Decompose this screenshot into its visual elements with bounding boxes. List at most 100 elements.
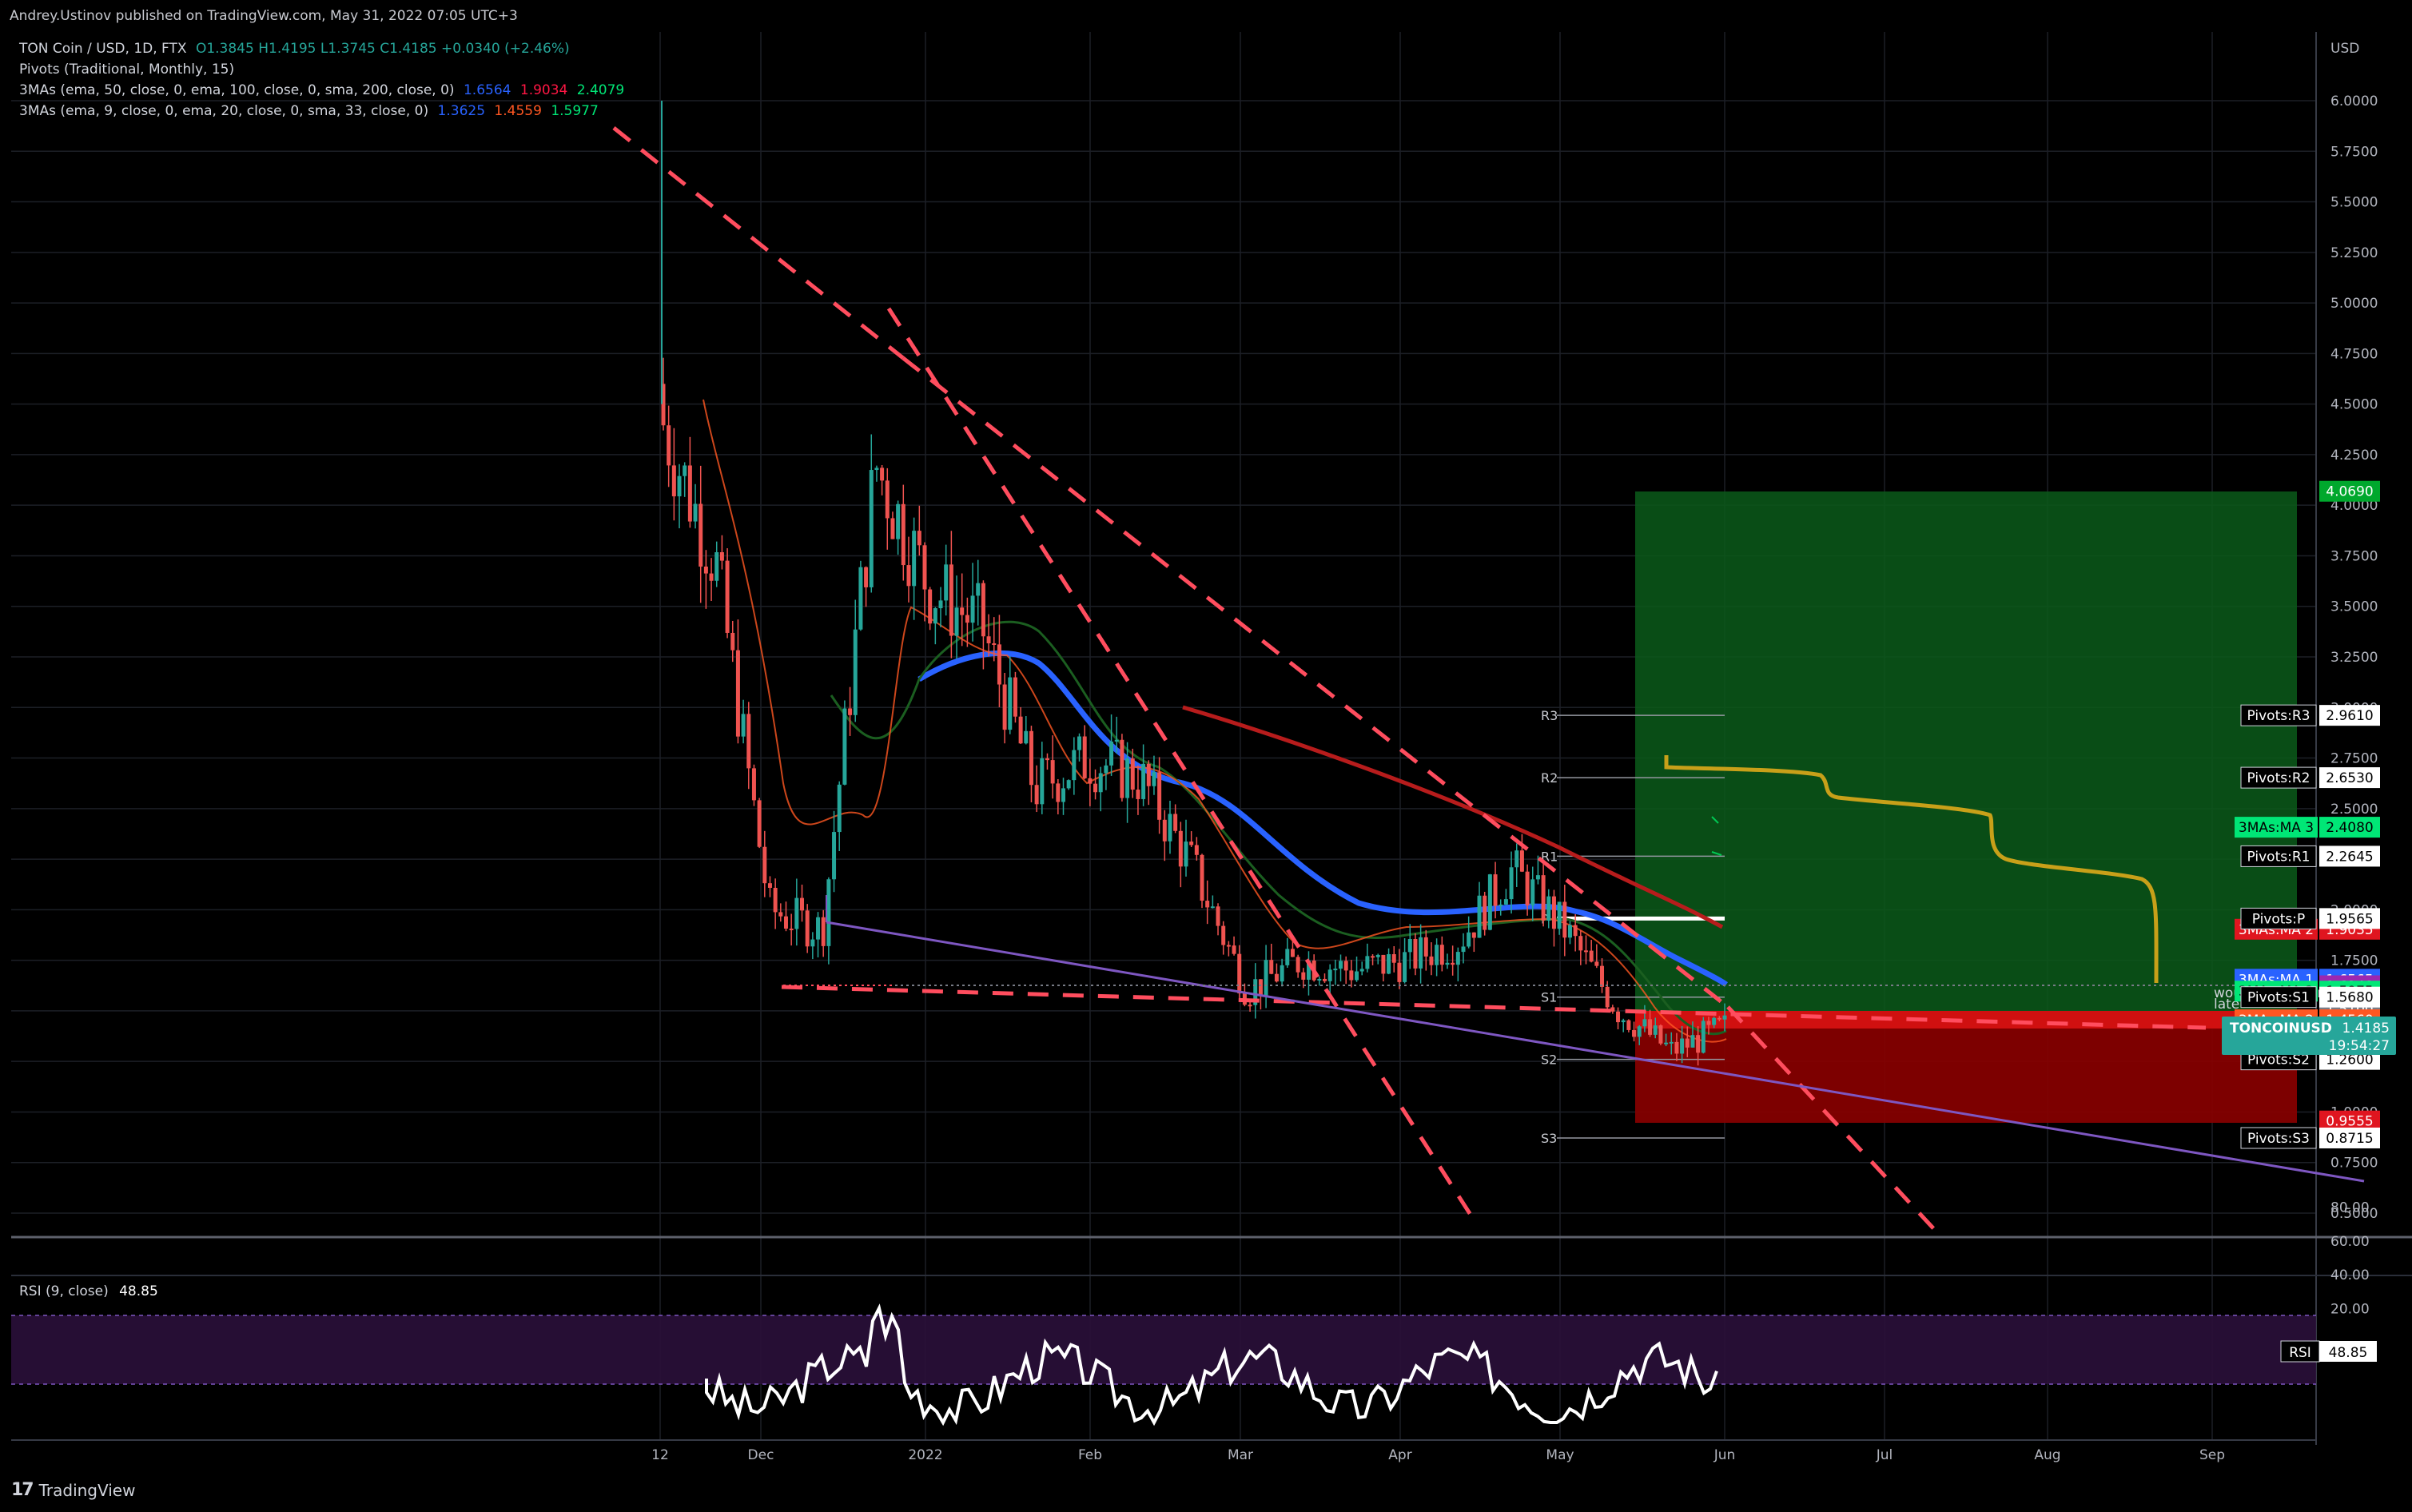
candle-body[interactable]: [1056, 783, 1061, 802]
candle-body[interactable]: [922, 545, 927, 590]
candle-body[interactable]: [1642, 1019, 1647, 1027]
candle-body[interactable]: [703, 566, 708, 574]
candle-body[interactable]: [1573, 925, 1578, 937]
candle-body[interactable]: [1551, 896, 1556, 929]
candle-body[interactable]: [869, 470, 874, 587]
candle-body[interactable]: [1024, 730, 1029, 744]
candle-body[interactable]: [1583, 950, 1588, 953]
candle-body[interactable]: [805, 910, 810, 947]
candle-body[interactable]: [1467, 932, 1471, 947]
candle-body[interactable]: [832, 832, 837, 880]
candle-body[interactable]: [986, 636, 991, 643]
candle-body[interactable]: [1435, 945, 1439, 965]
candle-body[interactable]: [1365, 956, 1370, 969]
candle-body[interactable]: [1061, 788, 1066, 802]
candle-body[interactable]: [917, 531, 921, 546]
candle-body[interactable]: [1451, 962, 1455, 965]
candle-body[interactable]: [810, 939, 815, 947]
candle-body[interactable]: [1146, 763, 1151, 786]
candle-body[interactable]: [1205, 901, 1210, 908]
candle-body[interactable]: [1082, 736, 1087, 778]
candle-body[interactable]: [965, 615, 969, 623]
candle-body[interactable]: [1002, 684, 1007, 730]
candle-body[interactable]: [730, 632, 735, 651]
candle-body[interactable]: [1621, 1020, 1626, 1023]
candle-body[interactable]: [1274, 973, 1279, 982]
candle-body[interactable]: [1493, 874, 1498, 906]
candle-body[interactable]: [1483, 895, 1487, 930]
candle-body[interactable]: [1680, 1038, 1685, 1054]
candle-body[interactable]: [1189, 842, 1194, 846]
horizontal-support-trendline[interactable]: [781, 985, 2207, 1030]
candle-body[interactable]: [767, 883, 772, 888]
candle-body[interactable]: [789, 928, 794, 930]
candle-body[interactable]: [1333, 969, 1338, 971]
candle-body[interactable]: [778, 912, 783, 917]
candle-body[interactable]: [709, 573, 714, 581]
candle-body[interactable]: [992, 643, 997, 645]
candle-body[interactable]: [1546, 896, 1551, 921]
candle-body[interactable]: [1685, 1038, 1690, 1048]
candle-body[interactable]: [1221, 925, 1226, 945]
rsi-axis[interactable]: 80.00 60.00 40.00 20.00: [2330, 1200, 2370, 1317]
candle-body[interactable]: [880, 468, 885, 481]
symbol-row[interactable]: TON Coin / USD, 1D, FTX O1.3845 H1.4195 …: [19, 38, 624, 59]
candle-body[interactable]: [1509, 867, 1514, 900]
candle-body[interactable]: [1290, 949, 1295, 957]
candle-body[interactable]: [1355, 971, 1359, 981]
candle-body[interactable]: [1371, 956, 1375, 958]
candle-body[interactable]: [1530, 879, 1535, 905]
candle-body[interactable]: [1136, 790, 1140, 799]
candle-body[interactable]: [1503, 899, 1508, 905]
candle-body[interactable]: [1339, 961, 1343, 969]
candle-body[interactable]: [1600, 965, 1605, 987]
candle-body[interactable]: [1258, 979, 1263, 997]
candle-body[interactable]: [1114, 739, 1119, 742]
candle-body[interactable]: [1541, 875, 1546, 921]
ma-set2-row[interactable]: 3MAs (ema, 9, close, 0, ema, 20, close, …: [19, 101, 624, 121]
candle-body[interactable]: [1423, 937, 1428, 957]
candle-body[interactable]: [938, 600, 943, 609]
candle-body[interactable]: [1381, 954, 1386, 974]
candle-body[interactable]: [912, 531, 917, 587]
candle-body[interactable]: [683, 465, 687, 476]
candle-body[interactable]: [1722, 1015, 1727, 1020]
candle-body[interactable]: [1397, 962, 1402, 982]
candle-body[interactable]: [746, 714, 751, 769]
candle-body[interactable]: [874, 468, 879, 471]
candle-body[interactable]: [821, 917, 826, 946]
candle-body[interactable]: [1605, 986, 1610, 1008]
candle-body[interactable]: [1216, 906, 1220, 926]
candle-body[interactable]: [1184, 842, 1188, 867]
candle-body[interactable]: [1237, 953, 1242, 994]
candle-body[interactable]: [1109, 741, 1114, 766]
trendline-steep[interactable]: [886, 307, 1473, 1216]
candle-body[interactable]: [981, 583, 985, 637]
candle-body[interactable]: [1173, 814, 1178, 831]
candle-body[interactable]: [1653, 1025, 1658, 1035]
candle-body[interactable]: [842, 708, 847, 785]
candle-body[interactable]: [1200, 854, 1204, 901]
candle-body[interactable]: [1264, 960, 1268, 997]
annotation-line2[interactable]: late: [2214, 997, 2239, 1013]
time-axis[interactable]: 12 Dec 2022 Feb Mar Apr May Jun Jul Aug Sep: [651, 1447, 2225, 1463]
candle-body[interactable]: [944, 564, 949, 601]
candle-body[interactable]: [687, 465, 692, 522]
candle-body[interactable]: [1535, 875, 1540, 880]
candle-body[interactable]: [1674, 1041, 1679, 1054]
ema100-line[interactable]: [1182, 705, 1724, 929]
trendline-main-projection[interactable]: [1726, 1005, 1936, 1231]
candle-body[interactable]: [853, 629, 858, 715]
candle-body[interactable]: [1439, 945, 1444, 965]
candle-body[interactable]: [762, 846, 767, 884]
candle-body[interactable]: [1077, 736, 1082, 750]
candle-body[interactable]: [725, 560, 730, 633]
candle-body[interactable]: [1168, 814, 1172, 842]
candle-body[interactable]: [1525, 871, 1530, 905]
candle-body[interactable]: [848, 708, 853, 715]
candle-body[interactable]: [816, 917, 821, 940]
candle-body[interactable]: [1072, 750, 1077, 781]
candle-body[interactable]: [1018, 716, 1023, 744]
candle-body[interactable]: [1557, 901, 1562, 929]
